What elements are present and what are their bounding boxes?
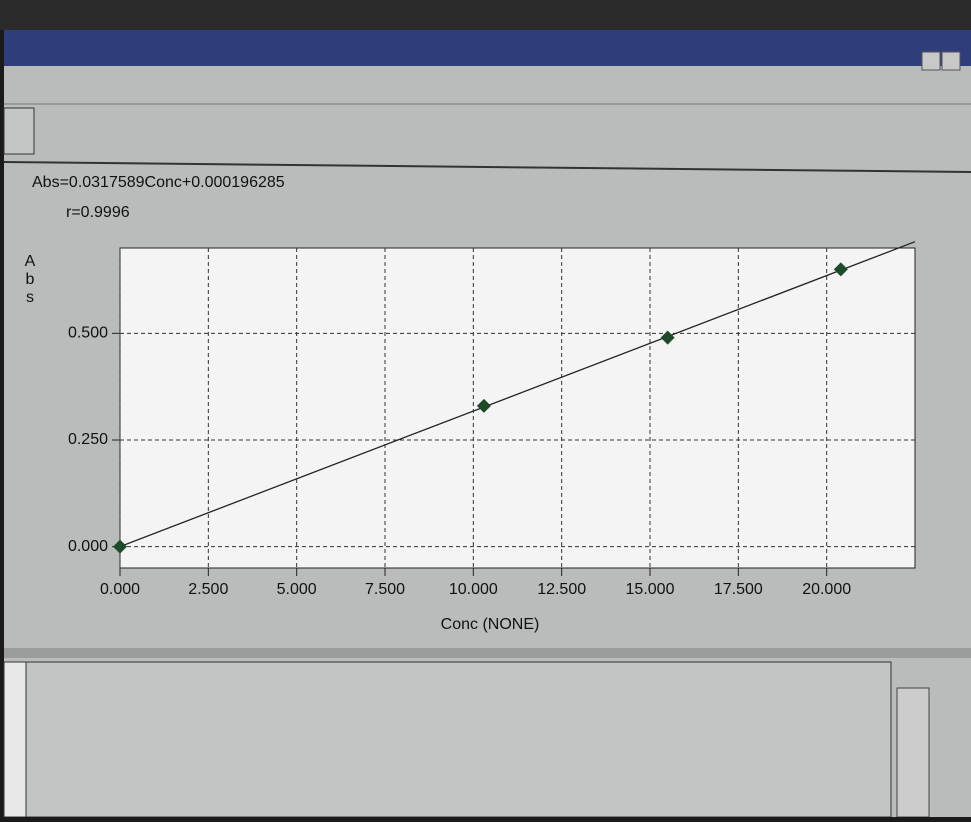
title-bar xyxy=(4,30,971,66)
x-tick-label: 5.000 xyxy=(277,581,317,598)
x-tick-label: 15.000 xyxy=(626,581,675,598)
toolbar-button[interactable] xyxy=(4,108,34,154)
x-axis-label: Conc (NONE) xyxy=(441,616,540,633)
minimize-button[interactable] xyxy=(922,52,940,70)
x-tick-label: 12.500 xyxy=(537,581,586,598)
x-tick-label: 2.500 xyxy=(188,581,228,598)
x-tick-label: 0.000 xyxy=(100,581,140,598)
x-tick-label: 17.500 xyxy=(714,581,763,598)
x-tick-label: 10.000 xyxy=(449,581,498,598)
equation: Abs=0.0317589Conc+0.000196285 xyxy=(32,174,285,191)
row-header xyxy=(4,662,26,817)
screen: Abs=0.0317589Conc+0.000196285 r=0.9996 C… xyxy=(0,0,971,817)
bezel xyxy=(0,0,971,30)
y-tick-label: 0.250 xyxy=(68,431,108,448)
x-tick-label: 20.000 xyxy=(802,581,851,598)
correlation: r=0.9996 xyxy=(66,204,130,221)
x-tick-label: 7.500 xyxy=(365,581,405,598)
y-tick-label: 0.500 xyxy=(68,325,108,342)
results-panel xyxy=(4,662,891,817)
restore-button[interactable] xyxy=(942,52,960,70)
splitter xyxy=(4,648,971,658)
scrollbar[interactable] xyxy=(897,688,929,817)
y-tick-label: 0.000 xyxy=(68,538,108,555)
plot-area xyxy=(120,248,915,568)
